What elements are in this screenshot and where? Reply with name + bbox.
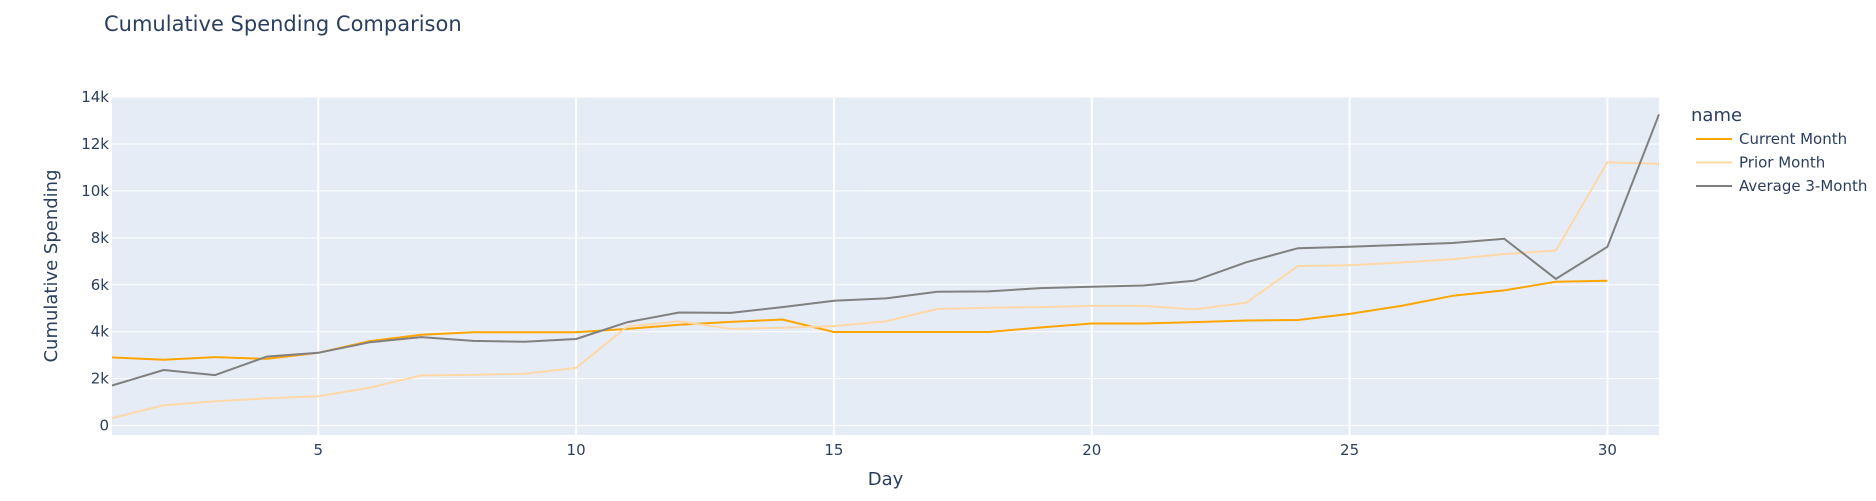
grid-lines — [112, 96, 1659, 435]
legend[interactable]: name Current Month Prior Month Average 3-M… — [1691, 105, 1867, 195]
x-axis-title: Day — [868, 469, 904, 490]
legend-label: Current Month — [1739, 130, 1847, 148]
series-line-prior-month — [111, 161, 1660, 420]
x-tick-label: 25 — [1340, 441, 1359, 459]
series-line-average-3-month — [111, 114, 1660, 387]
legend-item-prior-month[interactable]: Prior Month — [1696, 154, 1825, 172]
y-tick-label: 12k — [81, 135, 109, 153]
x-axis-ticks: 5 10 15 20 25 30 — [313, 441, 1616, 459]
legend-item-current-month[interactable]: Current Month — [1696, 130, 1847, 148]
x-tick-label: 30 — [1598, 441, 1617, 459]
plot-area — [112, 97, 1659, 435]
legend-label: Prior Month — [1739, 154, 1825, 172]
x-tick-label: 15 — [824, 441, 843, 459]
y-tick-label: 10k — [81, 182, 109, 200]
legend-title: name — [1691, 105, 1742, 126]
legend-label: Average 3-Month — [1739, 177, 1867, 195]
y-tick-label: 4k — [91, 323, 110, 341]
x-tick-label: 10 — [567, 441, 586, 459]
y-tick-label: 8k — [91, 229, 110, 247]
x-tick-label: 5 — [313, 441, 323, 459]
y-axis-ticks: 0 2k 4k 6k 8k 10k 12k 14k — [81, 88, 109, 435]
y-tick-label: 0 — [99, 417, 109, 435]
y-tick-label: 14k — [81, 88, 109, 106]
x-tick-label: 20 — [1082, 441, 1101, 459]
legend-item-average-3-month[interactable]: Average 3-Month — [1696, 177, 1867, 195]
chart-title: Cumulative Spending Comparison — [104, 12, 462, 36]
series-lines — [111, 114, 1660, 420]
y-tick-label: 2k — [91, 370, 110, 388]
y-tick-label: 6k — [91, 276, 110, 294]
y-axis-title: Cumulative Spending — [41, 169, 62, 362]
